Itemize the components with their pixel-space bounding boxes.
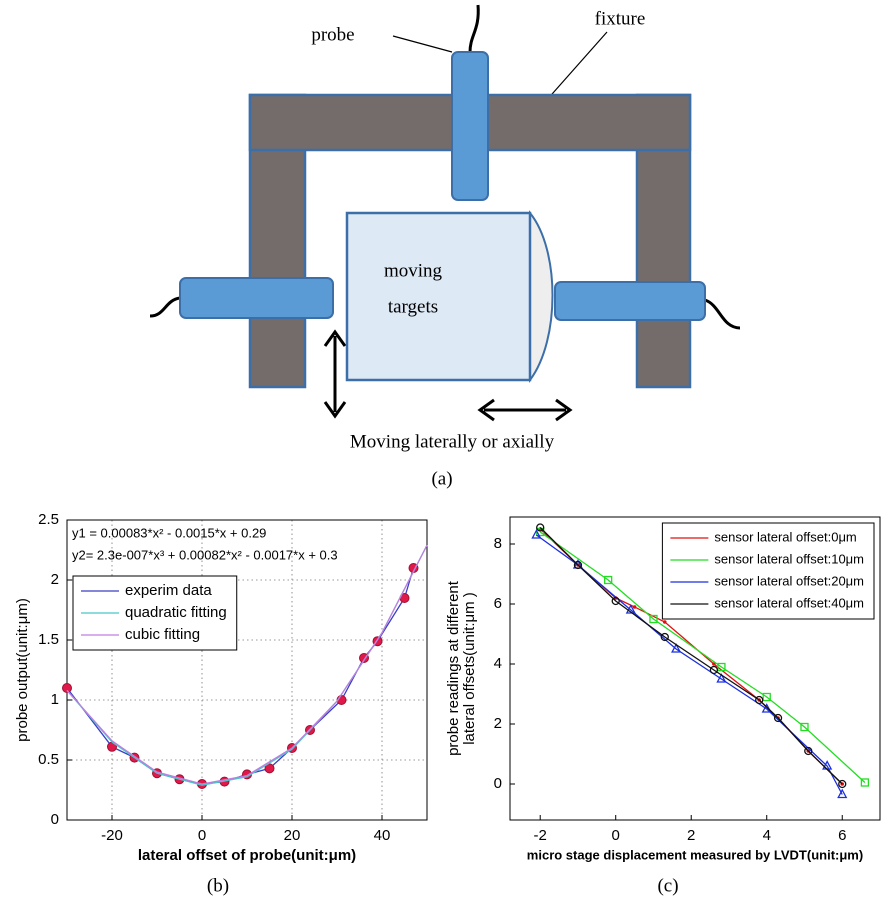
x-axis-label: lateral offset of probe(unit:μm) [138,847,356,864]
caption: (c) [657,875,678,896]
marker [712,662,716,666]
marker [804,746,813,756]
x-tick-label: 40 [374,827,391,844]
marker [649,614,658,624]
legend-label: experim data [125,582,212,599]
y-tick-label: 6 [494,595,502,612]
legend-label: sensor lateral offset:0μm [714,529,856,544]
x-tick-label: 0 [198,827,206,844]
marker [800,722,809,732]
legend-label: cubic fitting [125,626,200,643]
marker [264,763,275,774]
probe-top [451,51,489,201]
legend-label: sensor lateral offset:20μm [714,573,864,588]
marker [604,575,613,585]
marker [531,529,542,539]
marker [62,683,72,693]
legend: sensor lateral offset:0μm sensor lateral … [661,522,875,620]
caption: (a) [431,468,452,489]
x-tick-label: 20 [284,827,301,844]
caption: (b) [207,875,229,896]
target-label: moving [384,260,443,281]
y-tick-label: 0 [51,811,59,828]
series-line [539,527,843,785]
cable [704,298,741,330]
marker [717,662,726,672]
y-axis-label: probe readings at different [445,580,462,756]
chart: -20 0 20 40 0 0.5 1 1.5 2 2.5 y1 = 0.00083*x² - 0.… [14,511,428,896]
cable [149,296,181,318]
series-line [66,544,428,785]
marker [611,596,620,606]
x-tick-label: 2 [687,827,695,844]
motion-label: Moving laterally or axially [350,431,555,452]
y-tick-label: 2.5 [38,511,59,528]
fixture-label: fixture [595,8,646,29]
plot-frame [66,519,428,821]
probe-left [179,277,334,319]
marker [838,779,847,789]
y-tick-label: 2 [51,571,59,588]
marker [709,665,719,675]
x-tick-label: -2 [534,827,547,844]
legend: experim data quadratic fitting cubic fitti… [72,575,238,651]
legend-frame [661,522,875,620]
series-line [539,531,866,783]
y-tick-label: 2 [494,715,502,732]
y-tick-label: 8 [494,535,502,552]
legend-label: sensor lateral offset:40μm [714,595,864,610]
cable [468,4,480,53]
target-lens [529,210,554,384]
marker [662,620,667,624]
x-tick-label: -20 [101,827,123,844]
y-tick-label: 0.5 [38,751,59,768]
probe-label: probe [311,24,354,45]
legend-label: quadratic fitting [125,604,227,621]
y-axis-label: lateral offsets(unit:μm ) [461,592,478,745]
y-tick-label: 0 [494,775,502,792]
x-tick-label: 4 [763,827,771,844]
moving-target [345,211,532,382]
diagram: probe fixture moving targets Moving late… [149,4,741,489]
x-axis-label: micro stage displacement measured by LVD… [527,847,863,862]
marker [860,778,870,787]
probe-right [554,281,706,321]
marker [625,604,636,614]
annotation: y1 = 0.00083*x² - 0.0015*x + 0.29 [72,525,266,540]
y-tick-label: 1 [51,691,59,708]
marker [660,632,669,642]
marker [671,643,682,653]
x-tick-label: 6 [838,827,846,844]
arrows [323,329,573,422]
marker [536,523,545,532]
marker [755,695,764,705]
y-axis-label: probe output(unit:μm) [14,598,31,742]
marker [762,692,771,702]
leader-line [544,31,608,103]
leader-line [392,35,453,53]
plot-frame [509,516,881,821]
marker [837,788,848,799]
marker [773,713,783,723]
legend-label: sensor lateral offset:10μm [714,551,864,566]
target-label: targets [388,296,438,317]
y-tick-label: 1.5 [38,631,59,648]
annotation: y2= 2.3e-007*x³ + 0.00082*x² - 0.0017*x … [72,547,338,562]
series-line [536,534,843,795]
y-tick-label: 4 [494,655,502,672]
x-tick-label: 0 [612,827,620,844]
marker [632,605,637,609]
marker [573,560,583,570]
marker [716,673,727,683]
